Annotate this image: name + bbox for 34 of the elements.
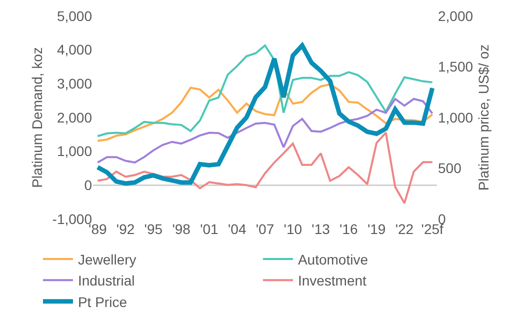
x-tick-label: '07 [256,221,274,237]
x-tick-label: '13 [312,221,330,237]
y-tick-label: -1,000 [52,210,92,227]
x-tick-label: '10 [284,221,302,237]
x-tick-label: '19 [367,221,386,237]
y-axis-title: Platinum Demand, koz [28,47,45,188]
y-tick-label: 1,000 [56,143,92,160]
line-series [96,83,434,142]
y2-tick-label: 2,000 [438,8,474,24]
x-tick-label: '92 [116,221,135,237]
x-tick-label: '04 [228,221,246,237]
x-tick-label: '95 [144,221,163,237]
legend-label: Pt Price [78,294,128,310]
y2-axis-title: Platinum price, US$/ oz [476,44,492,191]
y-tick-label: 3,000 [56,76,92,92]
y-tick-label: 4,000 [56,42,92,58]
x-tick-label: '22 [395,221,414,237]
y2-tick-label: 500 [438,160,462,176]
line-series [96,98,434,164]
x-tick-label: '98 [172,221,191,237]
x-tick-label: '16 [340,221,358,237]
x-tick-label: '01 [200,221,219,237]
legend-label: Jewellery [78,251,136,268]
y2-tick-label: 1,500 [438,58,474,75]
line-series [96,44,434,138]
y-tick-label: 2,000 [56,109,92,126]
y-tick-label: 0 [84,177,92,194]
y2-tick-label: 1,000 [438,109,474,126]
legend-label: Investment [298,272,367,289]
legend-label: Industrial [78,272,135,289]
legend-label: Automotive [298,251,368,268]
line-series [95,43,435,186]
line-series [96,132,434,204]
y-tick-label: 5,000 [56,8,92,24]
